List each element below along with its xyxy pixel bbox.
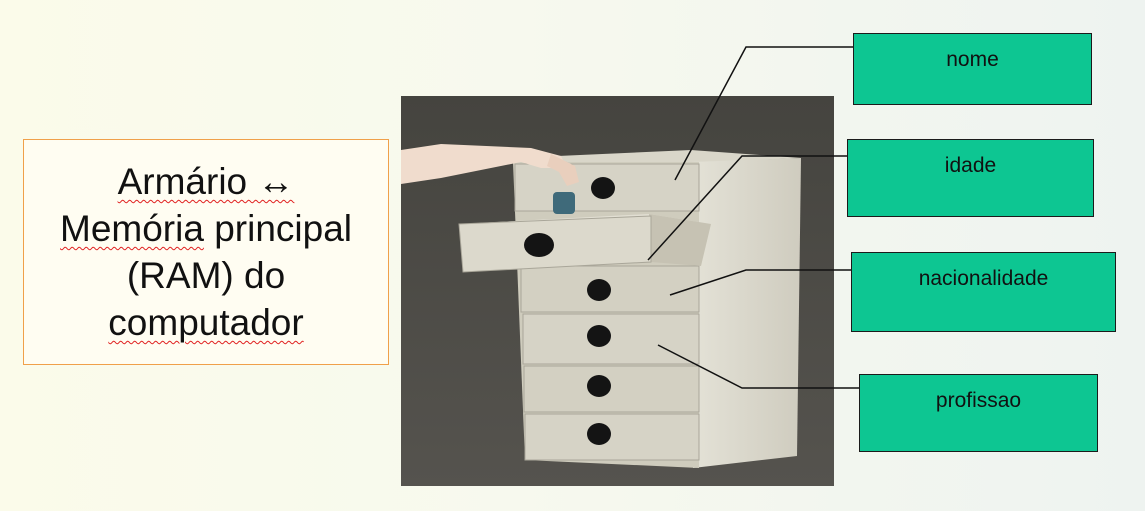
textbox-line-2-word-1: Memória: [60, 208, 204, 249]
filing-cabinet-photo: [401, 96, 834, 486]
padlock: [553, 192, 575, 214]
drawer-4: [522, 313, 700, 365]
knob-2: [524, 233, 554, 257]
textbox-line-4: computador: [108, 299, 303, 346]
knob-4: [587, 325, 611, 347]
textbox-line-3: (RAM) do: [126, 255, 286, 296]
textbox-line-1-text: Armário ↔: [117, 161, 295, 202]
textbox-line-4-text: computador: [108, 302, 304, 343]
knob-1: [591, 177, 615, 199]
knob-6: [587, 423, 611, 445]
drawer-5: [523, 365, 700, 413]
armario-ram-textbox: Armário ↔ Memória principal (RAM) do com…: [23, 139, 389, 365]
arm: [401, 144, 567, 184]
drawer-6: [524, 413, 700, 461]
label-box-nome: nome: [853, 33, 1092, 105]
label-profissao: profissao: [935, 389, 1022, 412]
label-box-nacionalidade: nacionalidade: [851, 252, 1116, 332]
label-nome: nome: [946, 48, 999, 71]
open-drawer: [458, 214, 711, 273]
drawer-fronts: [514, 163, 700, 461]
label-box-idade: idade: [847, 139, 1094, 217]
open-drawer-front: [458, 215, 652, 273]
knob-3: [587, 279, 611, 301]
cabinet-side: [691, 158, 801, 468]
knob-5: [587, 375, 611, 397]
textbox-line-2-word-2: principal: [203, 208, 352, 249]
hand-and-arm: [401, 144, 579, 214]
label-idade: idade: [944, 154, 997, 177]
drawer-knobs: [524, 177, 615, 445]
textbox-line-2: Memória principal: [60, 205, 352, 252]
hand-fingers: [547, 154, 579, 186]
label-nacionalidade: nacionalidade: [918, 267, 1049, 290]
label-box-profissao: profissao: [859, 374, 1098, 452]
textbox-line-1: Armário ↔: [118, 158, 295, 205]
